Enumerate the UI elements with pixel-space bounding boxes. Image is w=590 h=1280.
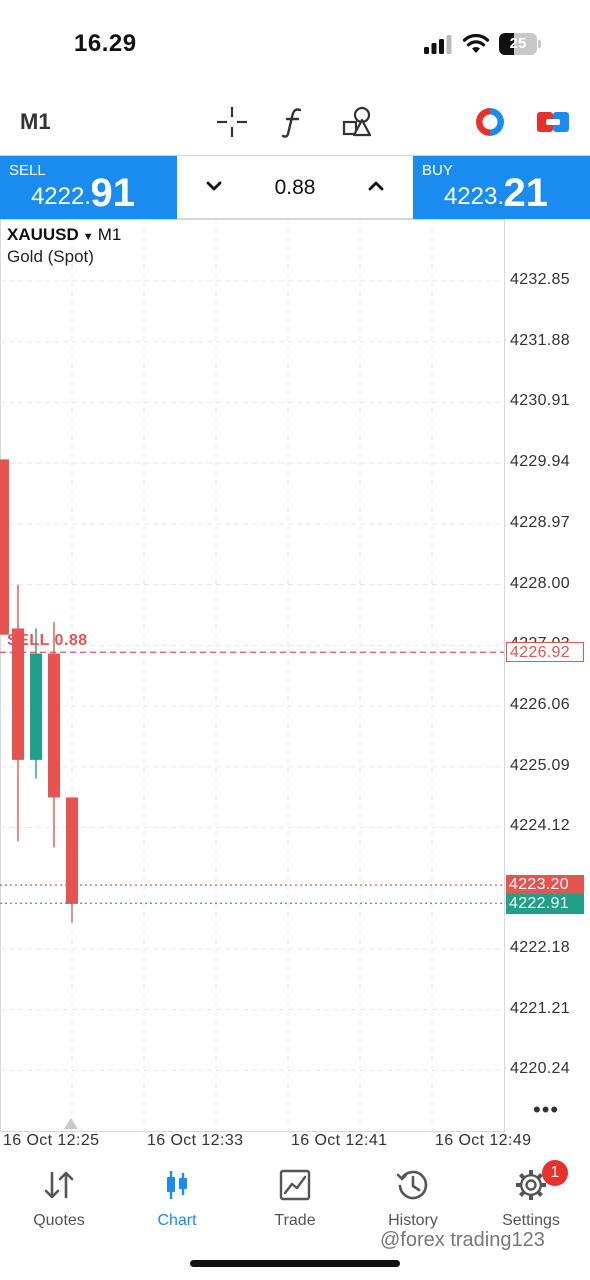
chart-canvas[interactable]: [0, 219, 590, 1159]
symbol-dropdown-icon: ▼: [82, 231, 94, 243]
candle-body: [48, 653, 60, 798]
nav-label: Chart: [157, 1212, 197, 1229]
buy-price-big: 21: [503, 171, 549, 215]
volume-selector: 0.88: [177, 156, 413, 219]
objects-shapes-icon[interactable]: [339, 104, 375, 140]
ask-price-tag: 4223.20: [506, 875, 584, 895]
buy-button[interactable]: BUY 21 4223.: [413, 156, 590, 219]
nav-quotes[interactable]: Quotes: [0, 1167, 118, 1237]
price-axis-label: 4222.18: [510, 938, 570, 956]
status-bar: 16.29 25: [0, 0, 590, 90]
price-axis-label: 4228.00: [510, 574, 570, 592]
candle-body: [0, 459, 9, 635]
time-marker-icon: [64, 1118, 78, 1129]
nav-history[interactable]: History: [354, 1167, 472, 1237]
nav-label: Quotes: [33, 1212, 85, 1229]
trade-chart-icon: [279, 1169, 311, 1201]
new-order-icon[interactable]: [535, 104, 571, 140]
buy-label: BUY: [422, 162, 453, 179]
gear-icon: [516, 1170, 546, 1200]
nav-label: History: [388, 1212, 438, 1229]
price-axis-label: 4220.24: [510, 1060, 570, 1078]
one-click-trade-panel: SELL 91 4222. 0.88 BUY 21 4223.: [0, 155, 590, 219]
candle-body: [66, 797, 78, 904]
time-axis-label: 16 Oct 12:25: [3, 1132, 100, 1149]
position-line-label[interactable]: SELL 0.88: [7, 632, 88, 649]
chart-timeframe: M1: [97, 225, 122, 244]
nav-chart[interactable]: Chart: [118, 1167, 236, 1237]
watermark: @forex trading123: [380, 1229, 545, 1251]
price-axis-label: 4226.06: [510, 696, 570, 714]
indicators-function-icon[interactable]: [276, 104, 312, 140]
time-axis-label: 16 Oct 12:41: [291, 1132, 388, 1149]
price-axis-label: 4228.97: [510, 513, 570, 531]
position-price-tag: 4226.92: [506, 642, 584, 662]
crosshair-icon[interactable]: [214, 104, 250, 140]
price-axis-label: 4232.85: [510, 271, 570, 288]
bid-price-tag: 4222.91: [506, 894, 584, 914]
volume-increase-icon[interactable]: [366, 178, 386, 194]
bottom-navigation: Quotes Chart Trade History: [0, 1159, 590, 1280]
sell-button[interactable]: SELL 91 4222.: [0, 156, 177, 219]
home-indicator: [190, 1260, 400, 1267]
status-time: 16.29: [74, 30, 137, 57]
volume-decrease-icon[interactable]: [204, 178, 224, 194]
sell-price-big: 91: [90, 171, 136, 215]
quotes-arrows-icon: [44, 1171, 74, 1199]
candle-body: [30, 653, 42, 760]
chart-symbol: XAUUSD: [7, 225, 79, 244]
wifi-icon: [462, 33, 490, 53]
buy-price-main: 4223.: [443, 183, 504, 210]
time-axis-label: 16 Oct 12:49: [435, 1132, 532, 1149]
nav-label: Trade: [274, 1212, 316, 1229]
price-axis-label: 4231.88: [510, 331, 570, 349]
price-axis-label: 4221.21: [510, 999, 570, 1017]
chart-more-button[interactable]: •••: [533, 1097, 560, 1122]
volume-value[interactable]: 0.88: [274, 176, 316, 199]
sell-price-main: 4222.: [30, 183, 91, 210]
settings-notification-badge: 1: [542, 1160, 568, 1186]
battery-level: 25: [509, 35, 527, 52]
history-clock-icon: [396, 1170, 428, 1200]
plot-frame: [0, 219, 505, 1132]
nav-settings[interactable]: Settings: [472, 1167, 590, 1237]
price-axis-label: 4229.94: [510, 453, 570, 471]
price-chart[interactable]: XAUUSD ▼ M1 Gold (Spot) 4232.85 4231.88 4230…: [0, 219, 590, 1159]
nav-label: Settings: [502, 1212, 560, 1229]
time-axis-label: 16 Oct 12:33: [147, 1132, 244, 1149]
price-axis-label: 4230.91: [510, 392, 570, 410]
one-click-trading-icon[interactable]: [472, 104, 508, 140]
signal-icon: [424, 35, 452, 54]
price-axis-label: 4224.12: [510, 817, 570, 835]
price-axis-label: 4225.09: [510, 756, 570, 774]
chart-description: Gold (Spot): [7, 247, 94, 266]
sell-label: SELL: [9, 162, 46, 179]
chart-toolbar: M1: [0, 95, 590, 150]
chart-symbol-header[interactable]: XAUUSD ▼ M1: [7, 225, 121, 245]
nav-trade[interactable]: Trade: [236, 1167, 354, 1237]
candle-body: [12, 628, 24, 760]
candles-icon: [167, 1171, 187, 1199]
battery-icon: 25: [499, 33, 543, 55]
timeframe-button[interactable]: M1: [20, 109, 51, 134]
